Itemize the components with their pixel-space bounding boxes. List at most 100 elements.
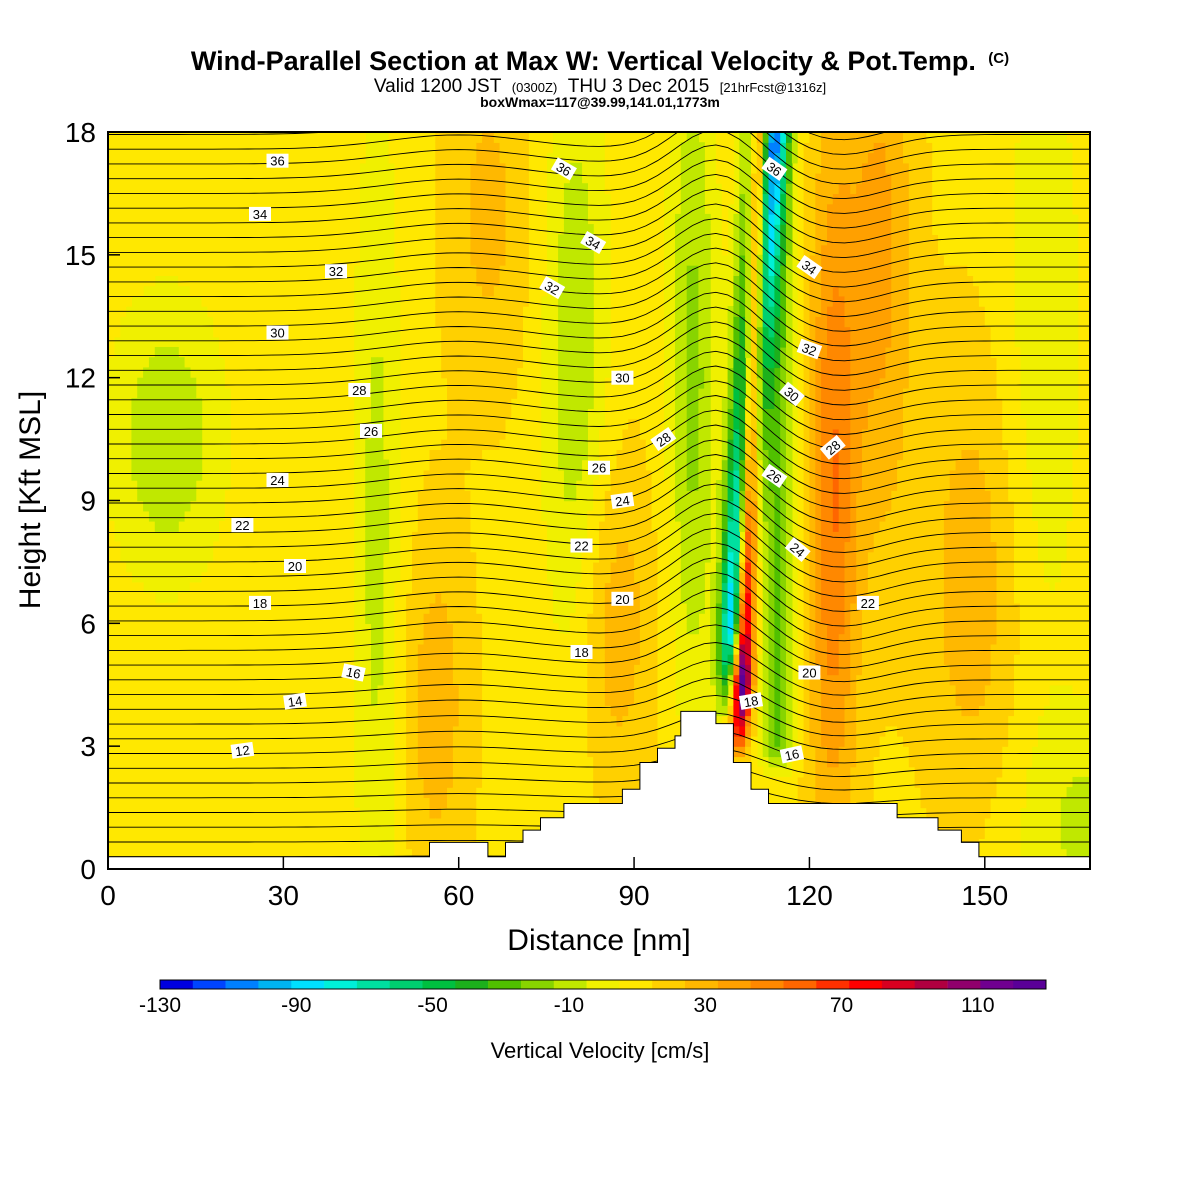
- velocity-cell: [189, 807, 197, 819]
- velocity-cell: [318, 275, 325, 287]
- velocity-cell: [125, 695, 132, 706]
- velocity-cell: [265, 183, 273, 195]
- velocity-cell: [470, 643, 477, 655]
- velocity-cell: [523, 735, 530, 747]
- velocity-cell: [487, 623, 495, 635]
- velocity-cell: [417, 705, 425, 717]
- velocity-cell: [569, 398, 577, 409]
- velocity-cell: [236, 510, 244, 522]
- velocity-cell: [511, 797, 518, 809]
- velocity-cell: [476, 807, 483, 819]
- velocity-cell: [511, 817, 518, 829]
- velocity-cell: [505, 643, 512, 655]
- velocity-cell: [108, 705, 115, 717]
- velocity-cell: [493, 172, 501, 184]
- velocity-cell: [178, 480, 185, 491]
- velocity-cell: [260, 695, 267, 706]
- velocity-cell: [184, 254, 191, 266]
- velocity-cell: [523, 715, 530, 727]
- velocity-cell: [306, 746, 314, 758]
- velocity-cell: [412, 664, 419, 676]
- velocity-cell: [341, 459, 349, 471]
- velocity-cell: [283, 817, 290, 829]
- velocity-cell: [271, 633, 279, 645]
- velocity-cell: [160, 705, 168, 717]
- velocity-cell: [563, 265, 571, 276]
- velocity-cell: [464, 408, 472, 420]
- velocity-cell: [341, 377, 349, 389]
- velocity-cell: [347, 561, 355, 573]
- velocity-cell: [131, 695, 138, 706]
- velocity-cell: [277, 633, 284, 645]
- velocity-cell: [528, 674, 536, 686]
- velocity-cell: [306, 807, 314, 819]
- velocity-cell: [341, 295, 349, 307]
- velocity-cell: [324, 602, 331, 614]
- velocity-cell: [189, 756, 197, 768]
- velocity-cell: [306, 561, 314, 573]
- velocity-cell: [131, 224, 138, 235]
- velocity-cell: [476, 541, 483, 553]
- velocity-cell: [435, 244, 442, 256]
- velocity-cell: [143, 244, 150, 256]
- velocity-cell: [312, 480, 320, 491]
- velocity-cell: [587, 664, 594, 676]
- velocity-cell: [412, 234, 419, 246]
- velocity-cell: [441, 336, 448, 348]
- velocity-cell: [300, 203, 308, 215]
- velocity-cell: [476, 275, 483, 287]
- velocity-cell: [324, 551, 331, 563]
- velocity-cell: [148, 664, 156, 676]
- velocity-cell: [376, 500, 384, 512]
- velocity-cell: [435, 285, 442, 297]
- velocity-cell: [242, 695, 249, 706]
- velocity-cell: [511, 316, 518, 328]
- velocity-cell: [312, 541, 320, 553]
- velocity-cell: [230, 162, 238, 174]
- velocity-cell: [482, 654, 489, 665]
- velocity-cell: [318, 172, 325, 184]
- velocity-cell: [306, 306, 314, 317]
- velocity-cell: [172, 387, 179, 399]
- velocity-cell: [476, 377, 483, 389]
- velocity-cell: [312, 633, 320, 645]
- velocity-cell: [552, 756, 559, 768]
- velocity-cell: [371, 387, 378, 399]
- velocity-cell: [417, 398, 425, 409]
- velocity-cell: [184, 480, 191, 491]
- velocity-cell: [330, 275, 337, 287]
- velocity-cell: [230, 735, 238, 747]
- velocity-cell: [341, 480, 349, 491]
- velocity-cell: [447, 561, 454, 573]
- velocity-cell: [470, 377, 477, 389]
- velocity-cell: [260, 633, 267, 645]
- velocity-cell: [412, 838, 419, 850]
- velocity-cell: [230, 480, 238, 491]
- velocity-cell: [213, 132, 220, 143]
- velocity-cell: [242, 162, 249, 174]
- velocity-cell: [493, 480, 501, 491]
- velocity-cell: [300, 500, 308, 512]
- velocity-cell: [283, 521, 290, 532]
- velocity-cell: [563, 776, 571, 788]
- velocity-cell: [452, 490, 460, 502]
- velocity-cell: [546, 705, 553, 717]
- velocity-cell: [271, 336, 279, 348]
- velocity-cell: [143, 643, 150, 655]
- velocity-cell: [435, 807, 442, 819]
- velocity-cell: [400, 480, 407, 491]
- velocity-cell: [207, 285, 214, 297]
- velocity-cell: [441, 398, 448, 409]
- velocity-cell: [447, 469, 454, 481]
- velocity-cell: [447, 735, 454, 747]
- velocity-cell: [400, 408, 407, 420]
- velocity-cell: [523, 582, 530, 594]
- velocity-cell: [429, 316, 436, 328]
- velocity-cell: [482, 254, 489, 266]
- velocity-cell: [458, 521, 466, 532]
- velocity-cell: [341, 592, 349, 604]
- velocity-cell: [347, 531, 355, 543]
- velocity-cell: [587, 582, 594, 594]
- velocity-cell: [493, 531, 501, 543]
- velocity-cell: [435, 715, 442, 727]
